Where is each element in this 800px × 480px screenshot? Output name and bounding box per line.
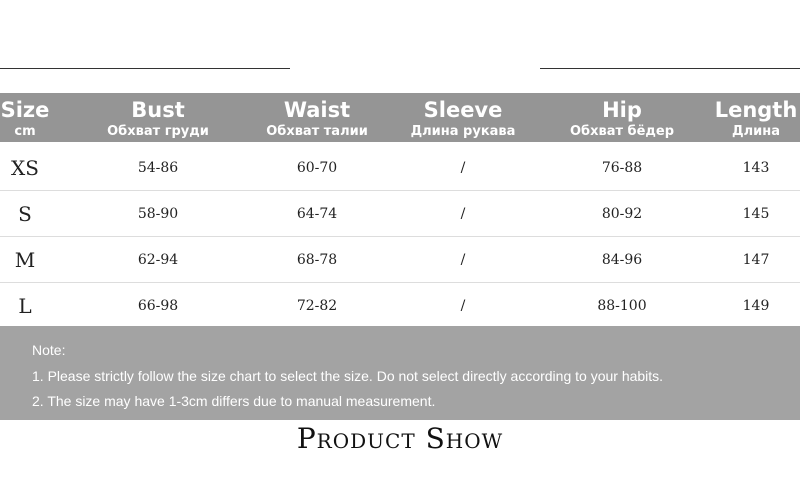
divider-line xyxy=(0,68,290,69)
column-subtitle: Длина рукава xyxy=(410,124,516,139)
column-subtitle: Обхват талии xyxy=(266,124,368,139)
column-title: Waist xyxy=(283,98,351,122)
table-cell: 58-90 xyxy=(137,206,179,222)
table-cell: 143 xyxy=(742,160,770,176)
note-line: 1. Please strictly follow the size chart… xyxy=(32,368,664,384)
note-line: 2. The size may have 1-3cm differs due t… xyxy=(32,393,436,409)
table-cell: 62-94 xyxy=(137,252,179,268)
table-cell: 68-78 xyxy=(296,252,338,268)
column-subtitle: cm xyxy=(14,124,36,139)
table-cell: 72-82 xyxy=(296,298,338,314)
row-separator xyxy=(0,190,800,191)
size-label: L xyxy=(18,294,32,318)
column-title: Sleeve xyxy=(423,98,503,122)
table-cell: / xyxy=(460,206,466,222)
column-title: Length xyxy=(714,98,798,122)
table-cell: 145 xyxy=(742,206,770,222)
table-cell: / xyxy=(460,160,466,176)
table-cell: 84-96 xyxy=(601,252,643,268)
note-box xyxy=(0,326,800,420)
column-subtitle: Обхват груди xyxy=(107,124,209,139)
column-title: Size xyxy=(0,98,50,122)
table-header xyxy=(0,93,800,142)
column-title: Hip xyxy=(602,98,642,122)
row-separator xyxy=(0,282,800,283)
table-cell: 147 xyxy=(742,252,770,268)
table-cell: 54-86 xyxy=(137,160,179,176)
note-label: Note: xyxy=(32,342,66,358)
column-subtitle: Обхват бёдер xyxy=(569,124,675,139)
divider-line xyxy=(540,68,800,69)
table-cell: 88-100 xyxy=(597,298,647,314)
section-title: Product Show xyxy=(296,422,504,455)
size-label: XS xyxy=(11,156,39,180)
table-cell: 60-70 xyxy=(296,160,338,176)
column-subtitle: Длина xyxy=(732,124,780,139)
table-cell: 149 xyxy=(742,298,770,314)
table-cell: 66-98 xyxy=(137,298,179,314)
table-cell: 64-74 xyxy=(296,206,338,222)
table-cell: / xyxy=(460,298,466,314)
table-cell: 80-92 xyxy=(601,206,643,222)
table-cell: / xyxy=(460,252,466,268)
size-label: S xyxy=(18,202,32,226)
column-title: Bust xyxy=(131,98,185,122)
size-label: M xyxy=(14,248,36,272)
table-cell: 76-88 xyxy=(601,160,643,176)
row-separator xyxy=(0,236,800,237)
